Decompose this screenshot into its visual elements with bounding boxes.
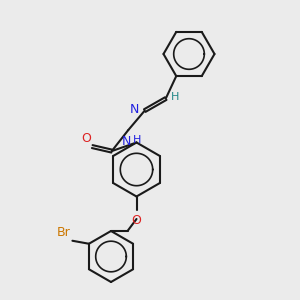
- Text: Br: Br: [57, 226, 71, 239]
- Text: H: H: [171, 92, 179, 102]
- Text: H: H: [133, 135, 141, 145]
- Text: N: N: [130, 103, 139, 116]
- Text: O: O: [132, 214, 141, 226]
- Text: O: O: [81, 132, 91, 145]
- Text: N: N: [122, 135, 131, 148]
